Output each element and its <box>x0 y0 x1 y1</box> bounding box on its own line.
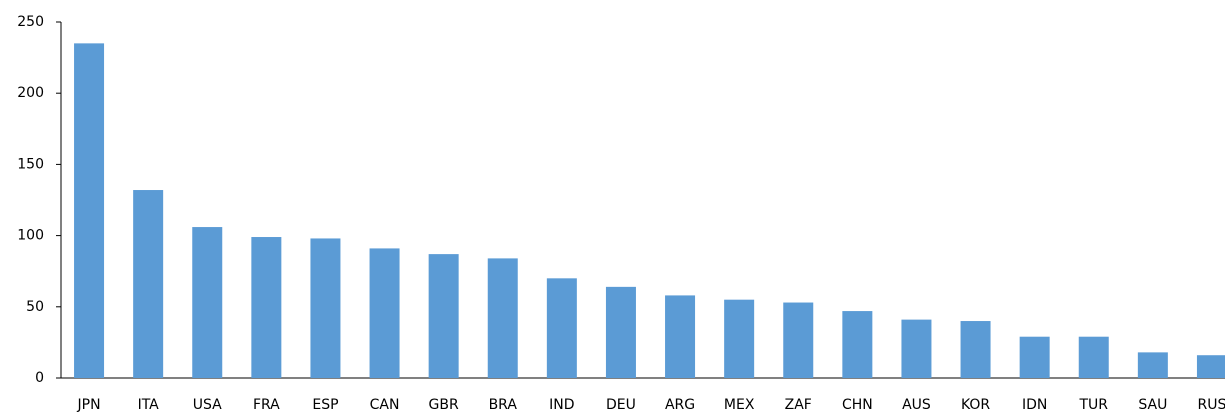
bar <box>74 43 105 379</box>
x-tick-label: ESP <box>312 397 338 413</box>
bar <box>428 254 459 378</box>
bar <box>665 295 696 378</box>
x-tick-label: JPN <box>77 397 101 413</box>
bar <box>192 227 223 378</box>
bar <box>251 237 282 378</box>
x-tick-label: AUS <box>902 397 931 413</box>
x-tick-label: ARG <box>665 397 695 413</box>
bar <box>960 321 991 378</box>
bar <box>1196 355 1225 378</box>
x-tick-label: KOR <box>961 397 990 413</box>
bar <box>1137 352 1168 378</box>
x-tick-label: SAU <box>1138 397 1167 413</box>
y-tick-label: 250 <box>17 14 44 30</box>
x-tick-label: USA <box>193 397 222 413</box>
x-tick-label: CHN <box>842 397 873 413</box>
bar <box>133 190 164 378</box>
x-tick-label: MEX <box>724 397 755 413</box>
x-tick-label: RUS <box>1198 397 1225 413</box>
bar <box>783 302 814 378</box>
bar <box>842 311 873 378</box>
x-tick-label: CAN <box>370 397 400 413</box>
y-tick-label: 200 <box>17 85 44 101</box>
bar <box>724 299 755 378</box>
bar <box>1019 336 1050 378</box>
bar <box>487 258 518 378</box>
x-tick-label: ZAF <box>785 397 812 413</box>
bar <box>901 319 932 378</box>
x-tick-label: FRA <box>253 397 280 413</box>
x-tick-label: ITA <box>138 397 160 413</box>
x-tick-label: DEU <box>606 397 636 413</box>
y-tick-label: 100 <box>17 228 44 244</box>
bar <box>369 248 400 378</box>
x-tick-label: GBR <box>429 397 459 413</box>
bar <box>310 238 341 378</box>
y-tick-label: 50 <box>26 299 44 315</box>
x-tick-label: BRA <box>489 397 518 413</box>
x-tick-label: IND <box>549 397 574 413</box>
bar <box>1078 336 1109 378</box>
x-tick-label: IDN <box>1022 397 1047 413</box>
bar <box>605 286 636 378</box>
x-tick-label: TUR <box>1078 397 1108 413</box>
y-tick-label: 0 <box>35 370 44 386</box>
y-tick-label: 150 <box>17 156 44 172</box>
bar <box>546 278 577 378</box>
